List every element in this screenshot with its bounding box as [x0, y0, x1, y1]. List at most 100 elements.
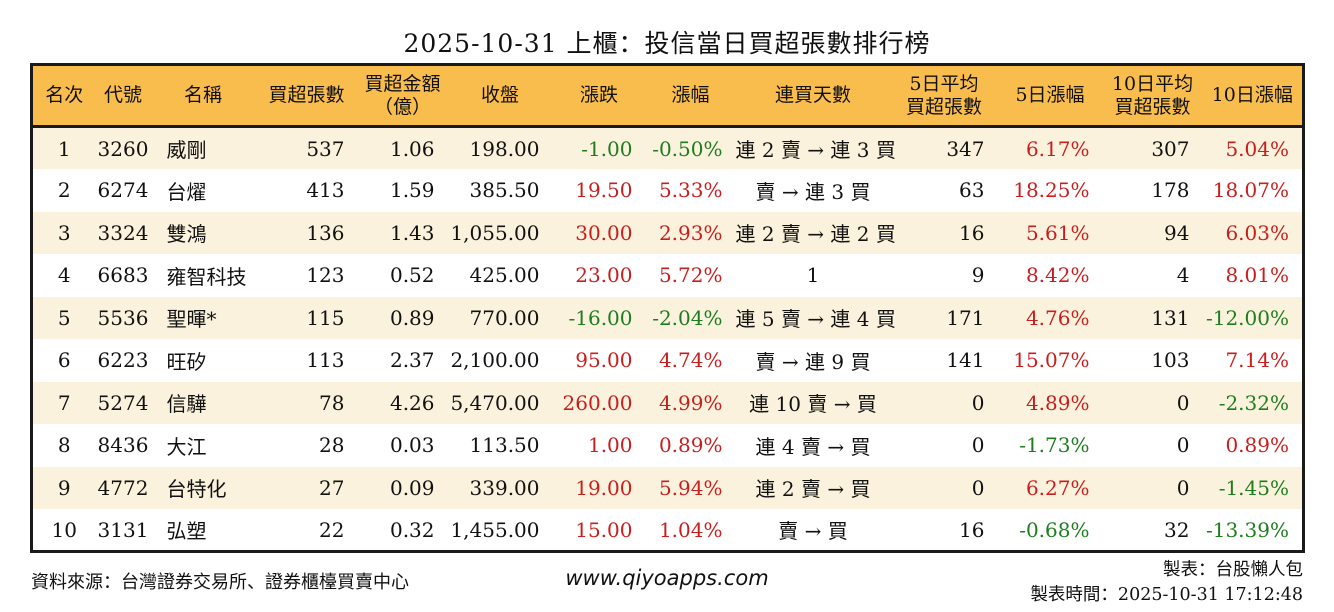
cell-change-pct: 5.72%	[658, 263, 723, 288]
cell-buy-amount: 4.26	[389, 390, 435, 415]
cell-streak: 連 4 賣 → 買	[755, 434, 871, 459]
cell-buy-amount: 0.32	[389, 517, 435, 542]
cell-name: 威剛	[166, 138, 207, 162]
cell-streak: 連 5 賣 → 連 4 買	[735, 307, 896, 332]
cell-pct10: 0.89%	[1225, 433, 1289, 458]
cell-change-pct: 4.74%	[658, 348, 723, 373]
ranking-table: 名次 代號 名稱 買超張數 買超金額 （億） 收盤 漲跌 漲幅 連買天數 5日平…	[30, 63, 1305, 553]
cell-close: 1,455.00	[450, 517, 540, 542]
cell-change-pct: 5.33%	[658, 178, 723, 203]
cell-streak: 1	[806, 263, 820, 288]
cell-streak: 賣 → 連 9 買	[755, 349, 871, 374]
cell-avg5: 347	[946, 136, 985, 161]
cell-avg5: 0	[971, 475, 985, 500]
cell-buy-amount: 1.59	[389, 178, 435, 203]
cell-buy-volume: 413	[306, 178, 345, 203]
cell-pct5: 6.17%	[1025, 136, 1090, 161]
cell-pct5: -0.68%	[1019, 517, 1090, 542]
cell-code: 6274	[97, 178, 149, 203]
cell-rank: 6	[57, 348, 71, 373]
cell-pct10: 5.04%	[1225, 136, 1289, 161]
cell-avg10: 32	[1164, 517, 1190, 542]
header-buy-volume: 買超張數	[255, 64, 358, 128]
table-row: 9 4772 台特化 27 0.09 339.00 19.00 5.94% 連 2 賣 → 買 0…	[31, 466, 1304, 509]
cell-buy-volume: 537	[306, 136, 345, 161]
footer-data-source: 資料來源：台灣證券交易所、證券櫃檯買賣中心	[31, 572, 409, 593]
cell-code: 8436	[97, 433, 149, 458]
cell-code: 3260	[97, 136, 149, 161]
cell-rank: 9	[57, 475, 71, 500]
cell-avg5: 16	[959, 517, 985, 542]
cell-streak: 賣 → 買	[778, 519, 848, 543]
cell-name: 信驊	[166, 392, 207, 417]
cell-buy-volume: 123	[306, 263, 345, 288]
cell-pct10: -13.39%	[1205, 517, 1289, 542]
cell-close: 2,100.00	[450, 348, 540, 373]
footer-website-link[interactable]: www.qiyoapps.com	[565, 566, 769, 590]
header-change: 漲跌	[552, 64, 646, 128]
header-code: 代號	[95, 64, 151, 128]
header-pct10: 10日漲幅	[1202, 64, 1304, 128]
table-row: 8 8436 大江 28 0.03 113.50 1.00 0.89% 連 4 賣 → 買 0 -1…	[31, 424, 1304, 467]
cell-buy-volume: 22	[319, 517, 345, 542]
cell-code: 3131	[97, 517, 149, 542]
header-change-pct: 漲幅	[645, 64, 736, 128]
cell-change: 95.00	[575, 348, 633, 373]
cell-change-pct: -2.04%	[652, 305, 723, 330]
cell-code: 5536	[97, 305, 149, 330]
cell-name: 大江	[166, 434, 207, 459]
header-buy-amount: 買超金額 （億）	[357, 64, 448, 128]
cell-change: -16.00	[568, 305, 633, 330]
cell-change: 260.00	[562, 390, 633, 415]
cell-rank: 1	[57, 136, 71, 161]
cell-avg5: 141	[946, 348, 985, 373]
cell-close: 198.00	[469, 136, 540, 161]
cell-pct10: -12.00%	[1205, 305, 1289, 330]
cell-avg5: 0	[971, 390, 985, 415]
cell-buy-volume: 27	[319, 475, 345, 500]
cell-avg10: 307	[1151, 136, 1190, 161]
footer-author: 製表：台股懶人包	[1163, 560, 1303, 580]
cell-rank: 2	[57, 178, 71, 203]
cell-pct10: 7.14%	[1225, 348, 1289, 373]
cell-rank: 4	[57, 263, 71, 288]
cell-name: 旺矽	[166, 349, 207, 374]
table-row: 7 5274 信驊 78 4.26 5,470.00 260.00 4.99% 連 10 賣 →…	[31, 381, 1304, 424]
header-rank: 名次	[31, 64, 96, 128]
header-avg10: 10日平均 買超張數	[1102, 64, 1203, 128]
cell-rank: 3	[57, 220, 71, 245]
cell-close: 770.00	[469, 305, 540, 330]
cell-buy-amount: 1.43	[389, 220, 435, 245]
cell-streak: 賣 → 連 3 買	[755, 179, 871, 204]
cell-buy-volume: 28	[319, 433, 345, 458]
cell-code: 6683	[97, 263, 149, 288]
cell-change: 15.00	[575, 517, 633, 542]
cell-change-pct: 2.93%	[658, 220, 723, 245]
cell-change-pct: 0.89%	[658, 433, 723, 458]
table-row: 10 3131 弘塑 22 0.32 1,455.00 15.00 1.04% 賣 → 買 16 -…	[31, 509, 1304, 552]
cell-name: 雍智科技	[166, 264, 247, 289]
cell-name: 弘塑	[166, 519, 207, 543]
table-row: 5 5536 聖暉* 115 0.89 770.00 -16.00 -2.04% 連 5 賣 →…	[31, 296, 1304, 339]
cell-code: 3324	[97, 220, 149, 245]
cell-buy-amount: 0.52	[389, 263, 435, 288]
cell-code: 6223	[97, 348, 149, 373]
cell-pct5: 5.61%	[1025, 220, 1090, 245]
footer-timestamp: 製表時間：2025-10-31 17:12:48	[1030, 585, 1303, 605]
cell-close: 339.00	[469, 475, 540, 500]
cell-pct10: -2.32%	[1218, 390, 1289, 415]
cell-buy-amount: 0.03	[389, 433, 435, 458]
cell-buy-volume: 115	[306, 305, 345, 330]
cell-change-pct: -0.50%	[652, 136, 723, 161]
cell-rank: 5	[57, 305, 71, 330]
cell-pct10: -1.45%	[1218, 475, 1289, 500]
cell-rank: 7	[57, 390, 71, 415]
cell-pct5: 18.25%	[1013, 178, 1090, 203]
header-close: 收盤	[447, 64, 553, 128]
cell-rank: 10	[51, 517, 77, 542]
cell-buy-amount: 0.09	[389, 475, 435, 500]
cell-avg10: 131	[1151, 305, 1190, 330]
table-row: 6 6223 旺矽 113 2.37 2,100.00 95.00 4.74% 賣 → 連 9 …	[31, 339, 1304, 382]
cell-close: 113.50	[469, 433, 540, 458]
header-pct5: 5日漲幅	[997, 64, 1103, 128]
